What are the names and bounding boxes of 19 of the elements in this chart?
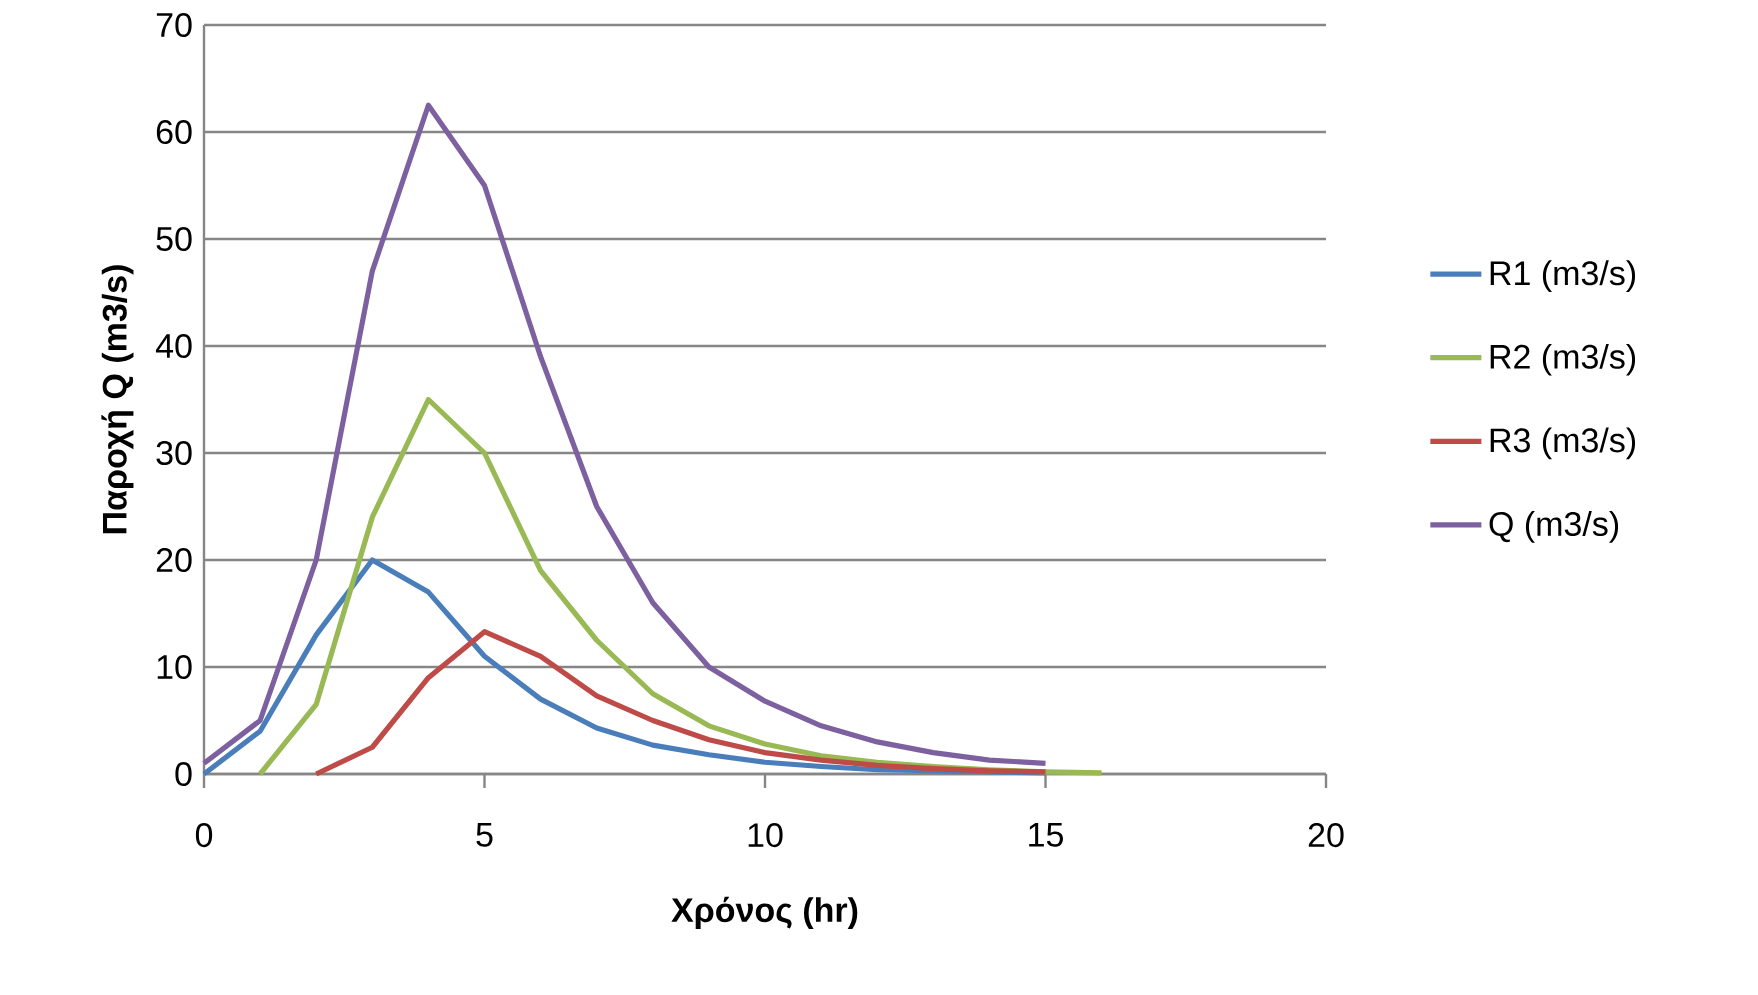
x-tick-label: 15 bbox=[1029, 823, 1063, 847]
x-tick-label: 5 bbox=[476, 823, 493, 847]
y-tick-label: 10 bbox=[157, 654, 192, 680]
y-tick-label: 0 bbox=[175, 761, 192, 787]
y-axis-title: Παροχή Q (m3/s) bbox=[101, 265, 134, 534]
legend-label: R2 (m3/s) bbox=[1490, 343, 1636, 376]
y-tick-label: 30 bbox=[156, 440, 192, 466]
x-axis-title: Χρόνος (hr) bbox=[671, 896, 858, 929]
y-tick-label: 60 bbox=[156, 119, 192, 145]
x-tick-label: 10 bbox=[748, 823, 783, 848]
y-tick-label: 40 bbox=[155, 333, 192, 359]
legend-label: R1 (m3/s) bbox=[1490, 260, 1636, 292]
y-tick-label: 50 bbox=[156, 226, 192, 252]
y-tick-label: 20 bbox=[156, 547, 192, 573]
legend-label: Q (m3/s) bbox=[1489, 511, 1619, 543]
y-tick-label: 70 bbox=[156, 12, 192, 38]
legend-label: R3 (m3/s) bbox=[1490, 427, 1636, 460]
x-tick-label: 20 bbox=[1308, 823, 1344, 848]
x-tick-label: 0 bbox=[195, 823, 213, 848]
